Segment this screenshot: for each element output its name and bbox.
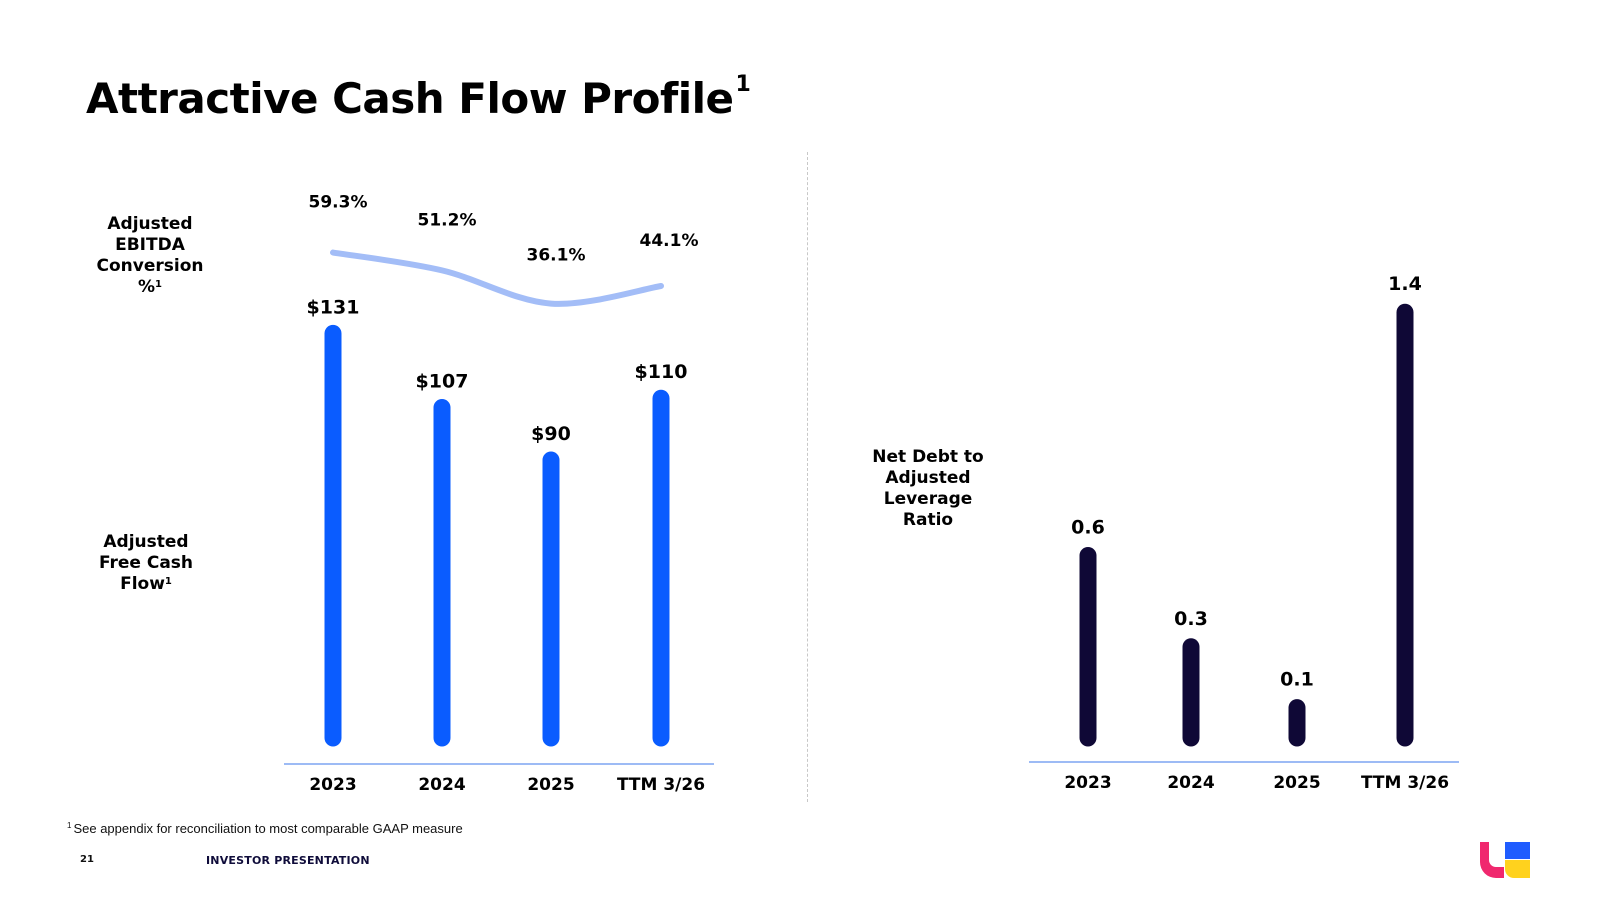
footer-label: INVESTOR PRESENTATION [206, 854, 370, 867]
bar-value-label: 0.6 [1071, 517, 1105, 539]
fcf-label-line: Free Cash [98, 553, 194, 573]
x-tick-label: 2024 [1167, 773, 1214, 793]
conversion-label-line: Adjusted [107, 214, 193, 234]
bar-value-label: 0.1 [1280, 669, 1314, 691]
x-tick-label: 2023 [1064, 773, 1111, 793]
line-value-label: 44.1% [640, 231, 699, 251]
bar-value-label: 1.4 [1388, 273, 1422, 295]
bar-value-label: 0.3 [1174, 608, 1208, 630]
leverage-label-line: Leverage [883, 489, 973, 509]
footnote: 1 See appendix for reconciliation to most… [67, 821, 463, 836]
fcf-label-line: Adjusted [103, 532, 189, 552]
bar-value-label: $110 [635, 361, 688, 383]
leverage-label-line: Net Debt to [872, 447, 984, 467]
bar-value-label: $131 [307, 296, 360, 318]
x-tick-label: TTM 3/26 [1361, 773, 1449, 793]
page-title: Attractive Cash Flow Profile1 [86, 72, 751, 123]
conversion-label-sup: 1 [155, 279, 162, 290]
conversion-label-text: % [137, 277, 156, 297]
fcf-label-sup: 1 [164, 576, 172, 587]
page-number: 21 [80, 854, 94, 865]
line-value-label: 51.2% [418, 210, 477, 230]
fcf-label-text: Flow [120, 574, 165, 594]
line-value-label: 36.1% [527, 246, 586, 266]
title-footnote-marker: 1 [735, 72, 751, 97]
bar-value-label: $90 [531, 423, 571, 445]
fcf-label-last: Flow1 [76, 574, 216, 595]
section-divider [807, 152, 808, 802]
brand-logo-icon [1480, 842, 1530, 878]
leverage-label-line: Ratio [902, 510, 954, 530]
logo-pink-shape [1480, 842, 1504, 878]
fcf-row-label: Adjusted Free Cash Flow1 [76, 532, 216, 595]
page-title-text: Attractive Cash Flow Profile [86, 74, 734, 123]
logo-yellow-shape [1505, 860, 1530, 878]
leverage-label-line: Adjusted [885, 468, 971, 488]
conversion-line [330, 249, 664, 307]
conversion-label-line: Conversion [96, 256, 204, 276]
x-tick-label: TTM 3/26 [617, 775, 705, 795]
x-tick-label: 2024 [418, 775, 465, 795]
conversion-row-label: Adjusted EBITDA Conversion %1 [80, 214, 220, 298]
bar-value-label: $107 [416, 370, 469, 392]
line-value-label: 59.3% [309, 193, 368, 213]
x-tick-label: 2025 [527, 775, 574, 795]
x-tick-label: 2023 [309, 775, 356, 795]
conversion-label-last: %1 [80, 277, 220, 298]
x-tick-label: 2025 [1273, 773, 1320, 793]
logo-blue-shape [1505, 842, 1530, 859]
footnote-marker: 1 [67, 821, 72, 830]
footnote-text: See appendix for reconciliation to most … [73, 821, 463, 836]
leverage-row-label: Net Debt to Adjusted Leverage Ratio [858, 447, 998, 531]
conversion-label-line: EBITDA [115, 235, 185, 255]
